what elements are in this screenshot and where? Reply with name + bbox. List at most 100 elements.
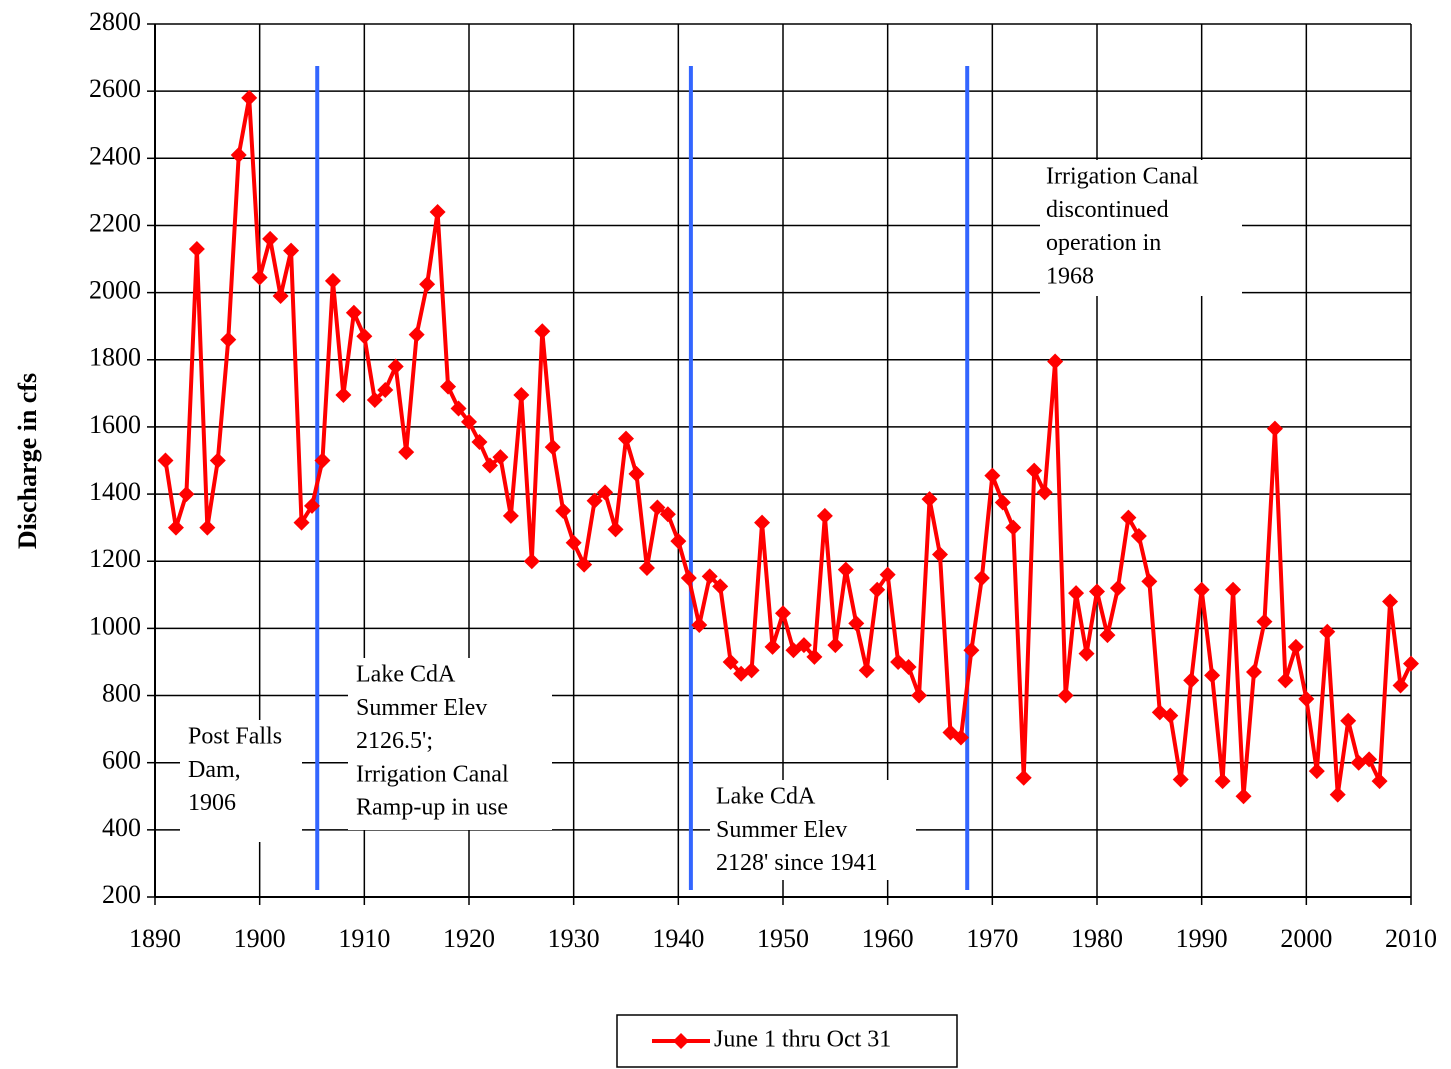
data-marker xyxy=(869,581,886,598)
x-tick-label: 1980 xyxy=(1071,924,1123,953)
data-marker xyxy=(1109,580,1126,597)
data-marker xyxy=(419,276,436,293)
y-tick-label: 1800 xyxy=(89,343,141,372)
annotation-text: Lake CdA xyxy=(356,662,456,688)
data-marker xyxy=(262,230,279,247)
data-marker xyxy=(481,457,498,474)
annotation-text: Dam, xyxy=(188,757,241,783)
data-marker xyxy=(230,146,247,163)
data-marker xyxy=(304,497,320,514)
y-tick-label: 1600 xyxy=(89,410,141,439)
data-marker xyxy=(1214,773,1231,790)
x-tick-label: 1970 xyxy=(966,924,1018,953)
data-marker xyxy=(1329,786,1346,803)
data-marker xyxy=(837,561,854,578)
data-marker xyxy=(597,484,614,501)
annotation-text: discontinued xyxy=(1046,197,1169,223)
data-marker xyxy=(345,304,362,321)
data-marker xyxy=(188,240,205,257)
annotation-box xyxy=(348,658,552,830)
data-marker xyxy=(670,533,687,550)
annotation-text: Ramp-up in use xyxy=(356,795,508,821)
data-marker xyxy=(1277,672,1294,689)
data-marker xyxy=(795,637,812,654)
y-tick-label: 2800 xyxy=(89,7,141,36)
data-marker xyxy=(984,467,1001,484)
data-marker xyxy=(1235,788,1252,805)
annotation-text: 2126.5'; xyxy=(356,728,433,754)
y-tick-label: 2000 xyxy=(89,276,141,305)
data-marker xyxy=(565,534,582,551)
data-marker xyxy=(743,662,760,679)
x-tick-label: 1990 xyxy=(1176,924,1228,953)
data-marker xyxy=(1172,771,1189,788)
annotation-box xyxy=(180,720,302,842)
data-marker xyxy=(178,486,195,503)
data-marker xyxy=(827,637,844,654)
data-marker xyxy=(534,323,551,340)
data-marker xyxy=(1193,581,1210,598)
data-marker xyxy=(754,514,771,531)
data-marker xyxy=(241,89,258,106)
data-marker xyxy=(324,272,341,289)
data-marker xyxy=(994,494,1011,511)
data-marker xyxy=(314,452,331,469)
x-tick-label: 1910 xyxy=(338,924,390,953)
data-marker xyxy=(293,514,310,531)
annotation-text: Irrigation Canal xyxy=(1046,164,1199,190)
legend-label: June 1 thru Oct 31 xyxy=(714,1027,891,1053)
y-tick-label: 2400 xyxy=(89,141,141,170)
data-marker xyxy=(680,570,697,587)
y-tick-label: 200 xyxy=(102,880,141,909)
data-marker xyxy=(1361,751,1378,768)
data-marker xyxy=(1298,690,1315,707)
data-marker xyxy=(450,400,467,417)
data-marker xyxy=(973,570,990,587)
data-marker xyxy=(576,556,593,573)
data-marker xyxy=(335,387,352,404)
data-marker xyxy=(513,387,530,404)
annotation-text: Lake CdA xyxy=(716,784,816,810)
data-marker xyxy=(628,465,645,482)
data-marker xyxy=(544,439,561,456)
annotation-text: 2128' since 1941 xyxy=(716,850,878,876)
data-marker xyxy=(1120,509,1137,526)
annotation-text: 1968 xyxy=(1046,263,1094,289)
data-marker xyxy=(1068,585,1085,602)
data-marker xyxy=(911,687,928,704)
annotation-text: Irrigation Canal xyxy=(356,761,509,787)
data-marker xyxy=(398,444,415,461)
annotation-box xyxy=(710,780,916,880)
data-marker xyxy=(848,615,865,632)
data-marker xyxy=(272,287,289,304)
data-marker xyxy=(167,519,184,536)
data-marker xyxy=(461,413,477,430)
data-marker xyxy=(900,658,917,675)
data-marker xyxy=(952,729,969,746)
data-marker xyxy=(1183,672,1200,689)
data-marker xyxy=(387,358,404,375)
data-marker xyxy=(921,491,938,508)
data-marker xyxy=(1057,687,1074,704)
data-marker xyxy=(502,507,519,524)
data-marker xyxy=(1099,627,1116,644)
data-marker xyxy=(555,502,572,519)
y-tick-label: 600 xyxy=(102,746,141,775)
data-marker xyxy=(691,617,708,634)
data-line xyxy=(163,95,1413,799)
data-marker xyxy=(963,642,980,659)
data-marker xyxy=(1266,420,1283,437)
annotation-text: operation in xyxy=(1046,230,1161,256)
data-marker xyxy=(157,452,174,469)
x-tick-label: 2010 xyxy=(1385,924,1437,953)
data-marker xyxy=(638,559,655,576)
data-marker xyxy=(1225,581,1242,598)
data-marker xyxy=(775,605,791,622)
y-tick-label: 1400 xyxy=(89,477,141,506)
y-tick-label: 2200 xyxy=(89,208,141,237)
data-marker xyxy=(283,242,300,259)
x-tick-label: 1930 xyxy=(548,924,600,953)
data-marker xyxy=(1256,613,1273,630)
annotation-text: 1906 xyxy=(188,790,236,816)
data-marker xyxy=(429,204,446,221)
